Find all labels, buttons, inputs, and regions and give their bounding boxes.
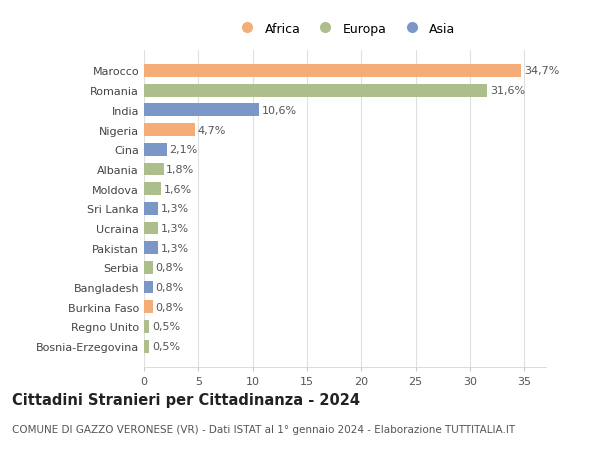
Bar xyxy=(144,301,152,313)
Bar xyxy=(144,183,161,196)
Text: 0,8%: 0,8% xyxy=(155,263,184,273)
Bar xyxy=(144,262,152,274)
Bar xyxy=(144,144,167,156)
Text: 4,7%: 4,7% xyxy=(198,125,226,135)
Bar xyxy=(144,124,195,137)
Text: COMUNE DI GAZZO VERONESE (VR) - Dati ISTAT al 1° gennaio 2024 - Elaborazione TUT: COMUNE DI GAZZO VERONESE (VR) - Dati IST… xyxy=(12,425,515,435)
Text: 1,3%: 1,3% xyxy=(161,243,189,253)
Bar xyxy=(144,222,158,235)
Text: 1,6%: 1,6% xyxy=(164,184,192,194)
Text: 2,1%: 2,1% xyxy=(170,145,198,155)
Bar xyxy=(144,242,158,255)
Bar xyxy=(144,163,164,176)
Text: 0,8%: 0,8% xyxy=(155,302,184,312)
Text: 10,6%: 10,6% xyxy=(262,106,297,116)
Legend: Africa, Europa, Asia: Africa, Europa, Asia xyxy=(231,19,459,39)
Bar xyxy=(144,281,152,294)
Bar xyxy=(144,320,149,333)
Bar xyxy=(144,65,521,78)
Text: 0,5%: 0,5% xyxy=(152,341,180,352)
Text: 0,5%: 0,5% xyxy=(152,322,180,332)
Text: 34,7%: 34,7% xyxy=(524,66,559,76)
Text: 0,8%: 0,8% xyxy=(155,282,184,292)
Text: 1,8%: 1,8% xyxy=(166,164,194,174)
Text: 31,6%: 31,6% xyxy=(490,86,525,96)
Text: 1,3%: 1,3% xyxy=(161,224,189,234)
Bar xyxy=(144,104,259,117)
Text: 1,3%: 1,3% xyxy=(161,204,189,214)
Bar xyxy=(144,340,149,353)
Bar xyxy=(144,202,158,215)
Text: Cittadini Stranieri per Cittadinanza - 2024: Cittadini Stranieri per Cittadinanza - 2… xyxy=(12,392,360,408)
Bar xyxy=(144,84,487,97)
